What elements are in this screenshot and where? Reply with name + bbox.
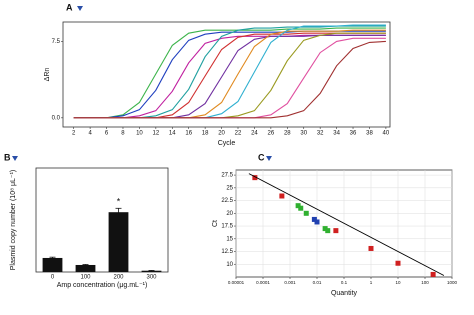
point <box>279 193 285 199</box>
x-tick-label: 22 <box>235 131 242 137</box>
x-tick-label: 1 <box>370 280 373 285</box>
amplification-curve <box>73 40 386 119</box>
amplification-curve <box>73 27 386 119</box>
point <box>368 245 374 251</box>
x-tick-label: 10 <box>395 280 401 285</box>
y-axis-label: Plasmid copy number (10⁸ μL⁻¹) <box>10 170 17 271</box>
amplification-curve <box>73 37 386 119</box>
amplification-curve <box>73 32 386 119</box>
y-tick-label: 27.5 <box>221 173 233 179</box>
amplification-curve <box>73 34 386 119</box>
point <box>311 216 317 222</box>
x-axis-label: Amp concentration (μg.mL⁻¹) <box>57 282 148 289</box>
x-tick-label: 40 <box>383 131 390 137</box>
panel-marker <box>77 6 83 11</box>
amplification-curve <box>73 30 386 119</box>
y-axis-label: ΔRn <box>44 68 51 82</box>
x-tick-label: 24 <box>251 131 258 137</box>
point <box>333 228 339 234</box>
x-tick-label: 0.00001 <box>228 280 245 285</box>
y-axis-label: Ct <box>212 220 219 227</box>
x-tick-label: 4 <box>88 131 92 137</box>
bar <box>141 270 162 272</box>
fit-line <box>248 173 445 276</box>
x-tick-label: 18 <box>202 131 209 137</box>
x-tick-label: 2 <box>72 131 76 137</box>
y-tick-label: 20 <box>226 211 233 217</box>
x-tick-label: 28 <box>284 131 291 137</box>
x-tick-label: 34 <box>333 131 340 137</box>
x-tick-label: 300 <box>146 275 157 281</box>
y-tick-label: 0.0 <box>52 115 61 121</box>
panel-label: A <box>66 2 73 12</box>
annotation: * <box>117 197 121 207</box>
panel-label: B <box>4 152 11 162</box>
x-tick-label: 0.0001 <box>256 280 270 285</box>
x-tick-label: 100 <box>80 275 91 281</box>
point <box>395 260 401 266</box>
amplification-curve <box>73 24 386 119</box>
plot-frame <box>62 21 391 128</box>
point <box>430 271 436 277</box>
x-tick-label: 200 <box>113 275 124 281</box>
x-tick-label: 0 <box>51 275 55 281</box>
x-tick-label: 20 <box>218 131 225 137</box>
panel-marker <box>266 156 272 161</box>
y-tick-label: 25 <box>226 185 233 191</box>
x-tick-label: 8 <box>121 131 125 137</box>
y-tick-label: 7.5 <box>52 39 61 45</box>
x-tick-label: 32 <box>317 131 324 137</box>
point <box>314 219 320 225</box>
panel-label: C <box>258 152 265 162</box>
bar <box>75 264 96 272</box>
bar <box>42 257 63 272</box>
amplification-curve <box>73 25 386 119</box>
x-tick-label: 10 <box>136 131 143 137</box>
x-tick-label: 36 <box>350 131 357 137</box>
y-tick-label: 15 <box>226 236 233 242</box>
panel-marker <box>12 156 18 161</box>
point <box>303 210 309 216</box>
x-tick-label: 16 <box>185 131 192 137</box>
y-tick-label: 10 <box>226 262 233 268</box>
x-axis-label: Cycle <box>218 140 236 147</box>
y-tick-label: 12.5 <box>221 249 233 255</box>
point <box>298 205 304 211</box>
amplification-curve <box>73 32 386 119</box>
point <box>295 203 301 209</box>
point <box>252 175 258 181</box>
x-axis-label: Quantity <box>331 290 358 297</box>
x-tick-label: 30 <box>300 131 307 137</box>
point <box>322 226 328 232</box>
amplification-curve <box>73 34 386 119</box>
x-tick-label: 0.01 <box>313 280 322 285</box>
x-tick-label: 14 <box>169 131 176 137</box>
bar <box>108 212 129 272</box>
x-tick-label: 6 <box>105 131 109 137</box>
point <box>325 228 331 234</box>
x-tick-label: 0.001 <box>284 280 296 285</box>
x-tick-label: 100 <box>421 280 429 285</box>
x-tick-label: 1000 <box>447 280 458 285</box>
x-tick-label: 38 <box>366 131 373 137</box>
y-tick-label: 17.5 <box>221 224 233 230</box>
x-tick-label: 26 <box>268 131 275 137</box>
x-tick-label: 0.1 <box>341 280 348 285</box>
plot-frame <box>35 167 169 273</box>
y-tick-label: 22.5 <box>221 198 233 204</box>
x-tick-label: 12 <box>152 131 159 137</box>
